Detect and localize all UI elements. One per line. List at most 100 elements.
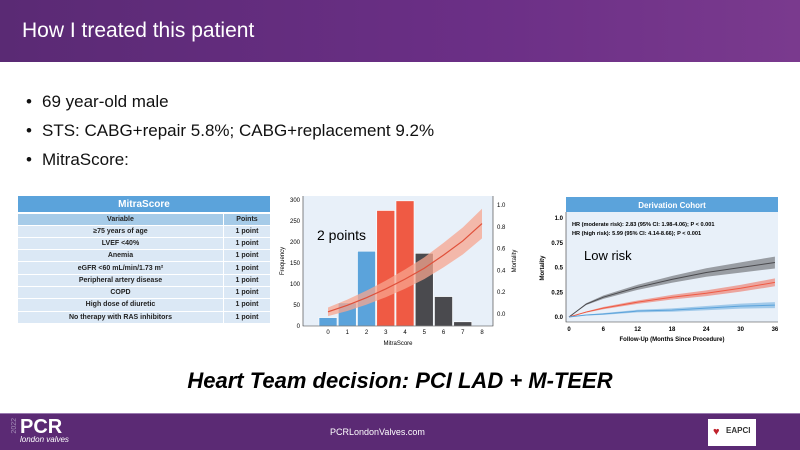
x-tick-label: 36 xyxy=(772,327,779,333)
x-tick-label: 5 xyxy=(423,330,427,336)
footer-year: 2022 xyxy=(11,418,18,434)
table-row: High dose of diuretic 1 point xyxy=(18,298,270,312)
y-tick-label: 200 xyxy=(290,240,301,246)
y-axis-label: Frequency xyxy=(280,247,286,275)
table-cell: eGFR <60 mL/min/1.73 m² xyxy=(18,261,224,275)
decision-text: Heart Team decision: PCI LAD + M-TEER xyxy=(187,368,613,393)
table-cell: 1 point xyxy=(223,236,270,250)
bullet-item: MitraScore: xyxy=(26,150,434,170)
table-cell: 1 point xyxy=(223,285,270,299)
y-tick-label: 0.5 xyxy=(555,266,564,272)
eapci-logo: ♥ EAPCI xyxy=(708,419,756,446)
x-tick-label: 0 xyxy=(567,327,571,333)
table-title: MitraScore xyxy=(18,196,270,214)
y2-tick-label: 0.6 xyxy=(497,247,506,253)
table-cell: 1 point xyxy=(223,261,270,275)
y2-tick-label: 0.2 xyxy=(497,290,506,296)
table-row: No therapy with RAS inhibitors 1 point xyxy=(18,310,270,324)
table-row: eGFR <60 mL/min/1.73 m² 1 point xyxy=(18,261,270,275)
x-tick-label: 4 xyxy=(403,330,407,336)
x-tick-label: 0 xyxy=(326,330,330,336)
y-tick-label: 0.0 xyxy=(555,315,564,321)
table-cell: Peripheral artery disease xyxy=(18,273,224,287)
histogram-bar xyxy=(318,317,338,327)
histogram-bar xyxy=(376,210,396,327)
footer-bar: 2022 PCR london valves PCRLondonValves.co… xyxy=(0,413,800,450)
table-cell: COPD xyxy=(18,285,224,299)
y2-tick-label: 0.8 xyxy=(497,225,506,231)
slide-title: How I treated this patient xyxy=(22,19,255,42)
table-row: LVEF <40% 1 point xyxy=(18,236,270,250)
histogram-bar xyxy=(434,296,453,327)
x-tick-label: 2 xyxy=(365,330,369,336)
axes xyxy=(565,212,778,323)
km-curve xyxy=(568,281,776,318)
table-cell: 1 point xyxy=(223,224,270,238)
mitrascore-table: MitraScore Variable Points ≥75 years of a… xyxy=(18,196,270,324)
y-tick-label: 0.25 xyxy=(551,290,563,296)
bullet-item: STS: CABG+repair 5.8%; CABG+replacement … xyxy=(26,121,434,141)
mortality-curve xyxy=(327,223,483,313)
x-tick-label: 30 xyxy=(737,327,744,333)
pcr-logo: PCR london valves xyxy=(20,416,69,444)
y2-tick-label: 1.0 xyxy=(497,203,506,209)
y-tick-label: 0.75 xyxy=(551,241,563,247)
bullet-item: 69 year-old male xyxy=(26,92,434,112)
header-bar: How I treated this patient xyxy=(0,0,800,62)
histogram-bar xyxy=(453,321,473,327)
km-ci-band xyxy=(569,256,775,317)
x-tick-label: 1 xyxy=(346,330,350,336)
table-cell: ≥75 years of age xyxy=(18,224,224,238)
table-row: Anemia 1 point xyxy=(18,249,270,262)
table-cell: 1 point xyxy=(223,273,270,287)
km-curve xyxy=(568,304,775,318)
x-tick-label: 18 xyxy=(669,327,676,333)
y-tick-label: 0 xyxy=(297,324,301,330)
y-tick-label: 1.0 xyxy=(555,216,564,222)
x-tick-label: 6 xyxy=(602,327,606,333)
table-cell: 1 point xyxy=(223,249,270,262)
y-tick-label: 150 xyxy=(290,261,301,267)
table-cell: No therapy with RAS inhibitors xyxy=(18,310,224,324)
risk-label: Low risk xyxy=(584,248,632,263)
column-header: Points xyxy=(223,213,270,225)
table-cell: LVEF <40% xyxy=(18,236,224,250)
x-tick-label: 3 xyxy=(384,330,388,336)
chart-title-bar xyxy=(566,197,778,212)
x-axis-label: MitraScore xyxy=(383,341,413,347)
x-axis-label: Follow-Up (Months Since Procedure) xyxy=(619,337,724,343)
table-row: Peripheral artery disease 1 point xyxy=(18,273,270,287)
x-tick-label: 8 xyxy=(480,330,484,336)
hazard-ratio-text: HR (high risk): 5.99 (95% CI: 4.14-8.66)… xyxy=(572,231,701,237)
hazard-ratio-text: HR (moderate risk): 2.83 (95% CI: 1.98-4… xyxy=(572,222,714,228)
heart-icon: ♥ xyxy=(713,426,720,438)
km-curve xyxy=(568,262,775,318)
axes xyxy=(302,196,494,327)
y-tick-label: 50 xyxy=(293,303,300,309)
x-tick-label: 12 xyxy=(634,327,641,333)
bullet-list: 69 year-old male STS: CABG+repair 5.8%; … xyxy=(26,92,434,179)
y-tick-label: 300 xyxy=(290,198,301,204)
y2-tick-label: 0.0 xyxy=(497,312,506,318)
table-row: ≥75 years of age 1 point xyxy=(18,224,270,238)
annotation: 2 points xyxy=(317,227,366,243)
table-row: COPD 1 point xyxy=(18,285,270,299)
table-cell: Anemia xyxy=(18,249,224,262)
x-tick-label: 24 xyxy=(703,327,710,333)
y-tick-label: 250 xyxy=(290,219,301,225)
y-tick-label: 100 xyxy=(290,282,301,288)
y2-tick-label: 0.4 xyxy=(497,268,506,274)
mortality-ci-band xyxy=(328,208,482,317)
x-tick-label: 6 xyxy=(442,330,446,336)
table-cell: High dose of diuretic xyxy=(18,298,224,312)
footer-url[interactable]: PCRLondonValves.com xyxy=(330,427,425,437)
chart-title: Derivation Cohort xyxy=(638,201,706,210)
histogram-bar xyxy=(395,200,415,327)
y-axis-label: Mortality xyxy=(540,255,546,281)
column-header: Variable xyxy=(18,213,224,225)
y2-axis-label: Mortality xyxy=(512,250,518,273)
table-cell: 1 point xyxy=(223,310,270,324)
x-tick-label: 7 xyxy=(461,330,465,336)
table-cell: 1 point xyxy=(223,298,270,312)
